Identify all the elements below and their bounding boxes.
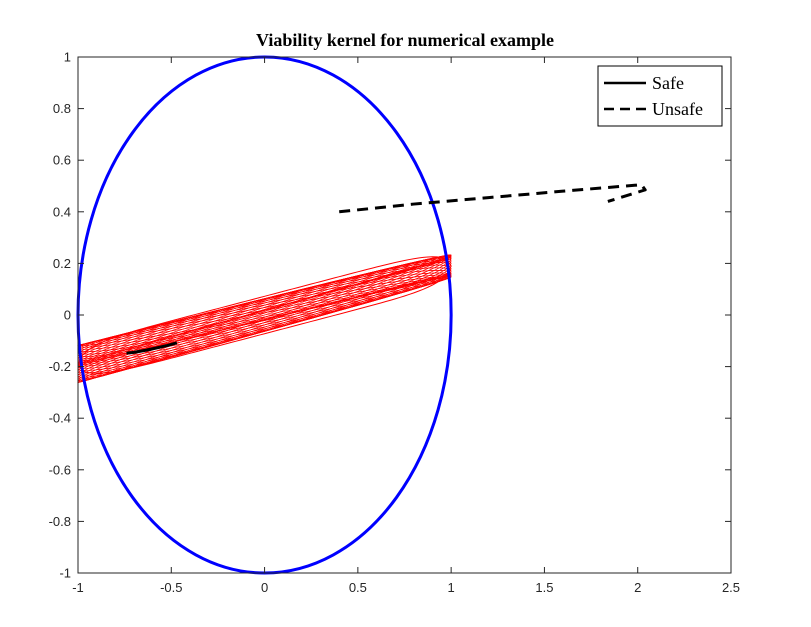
y-tick-label: -0.4 [49,411,71,426]
x-tick-label: -1 [72,580,84,595]
x-tick-label: 0 [261,580,268,595]
legend-box [597,65,723,127]
x-tick-label: 0.5 [349,580,367,595]
y-tick-label: 1 [64,50,71,65]
series-safe-line [126,341,178,355]
y-tick-label: 0.8 [53,101,71,116]
axes: -1 -0.5 0 0.5 1 1.5 2 2.5 -1 -0.8 -0.6 -0.4 -0.2 0 0.2… [49,50,740,596]
y-tick-label: -0.8 [49,514,71,529]
legend-label-unsafe: Unsafe [652,99,703,119]
kernel-boundary [77,256,452,374]
y-tick-label: -0.6 [49,462,71,477]
y-tick-label: -1 [59,566,71,581]
series-layer [126,183,647,355]
y-tick-label: 0.4 [53,204,71,219]
y-tick-label: -0.2 [49,359,71,374]
y-tick-label: 0.2 [53,256,71,271]
x-tick-label: 2.5 [722,580,740,595]
y-tick-label: 0.6 [53,153,71,168]
series-unsafe-line [339,183,647,214]
y-tick-label: 0 [64,308,71,323]
x-tick-label: 1 [448,580,455,595]
chart-title: Viability kernel for numerical example [256,30,554,50]
x-tick-label: -0.5 [160,580,182,595]
x-tick-label: 2 [634,580,641,595]
legend-label-safe: Safe [652,73,684,93]
legend: Safe Unsafe [597,65,723,127]
x-tick-label: 1.5 [535,580,553,595]
